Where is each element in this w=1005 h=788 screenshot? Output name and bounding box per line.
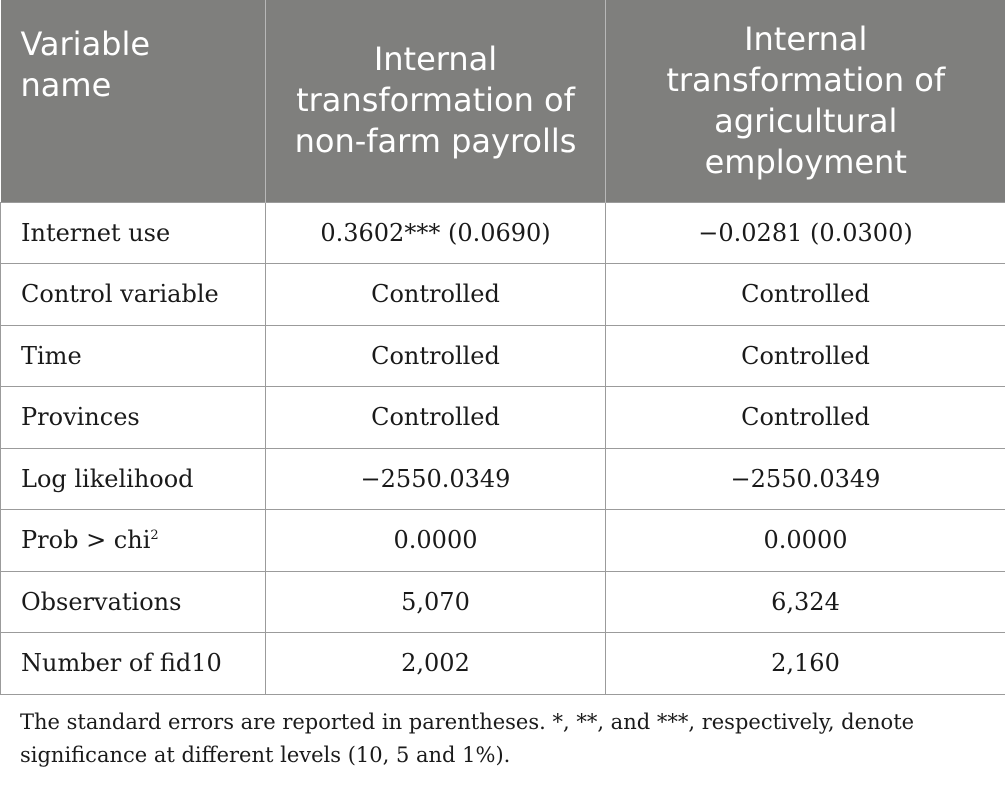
row-label: Internet use (0, 201, 266, 264)
table-row: Provinces Controlled Controlled (0, 386, 1005, 449)
cell-non-farm: 0.0000 (265, 509, 606, 572)
cell-non-farm: 0.3602*** (0.0690) (265, 201, 606, 264)
row-label: Log likelihood (0, 447, 266, 510)
cell-non-farm: Controlled (265, 386, 606, 449)
table-row: Number of fid10 2,002 2,160 (0, 632, 1005, 695)
table-row: Observations 5,070 6,324 (0, 570, 1005, 633)
cell-agricultural: 2,160 (605, 632, 1005, 695)
cell-non-farm: Controlled (265, 263, 606, 326)
cell-non-farm: 5,070 (265, 570, 606, 633)
cell-agricultural: Controlled (605, 324, 1005, 387)
cell-agricultural: Controlled (605, 263, 1005, 326)
cell-agricultural: 6,324 (605, 570, 1005, 633)
cell-agricultural: Controlled (605, 386, 1005, 449)
results-table: Variable name Internal transformation of… (0, 0, 1005, 695)
table-header: Variable name Internal transformation of… (0, 0, 1005, 202)
table-row: Log likelihood −2550.0349 −2550.0349 (0, 447, 1005, 510)
cell-agricultural: −2550.0349 (605, 447, 1005, 510)
table-body: Internet use 0.3602*** (0.0690) −0.0281 … (0, 201, 1005, 695)
header-row: Variable name Internal transformation of… (0, 0, 1005, 202)
cell-non-farm: −2550.0349 (265, 447, 606, 510)
table-row: Prob > chi2 0.0000 0.0000 (0, 509, 1005, 572)
table-row: Time Controlled Controlled (0, 324, 1005, 387)
table-row: Internet use 0.3602*** (0.0690) −0.0281 … (0, 201, 1005, 264)
superscript: 2 (150, 528, 159, 544)
header-non-farm: Internal transformation of non-farm payr… (265, 0, 606, 202)
table-footnote: The standard errors are reported in pare… (20, 710, 915, 767)
row-label: Number of fid10 (0, 632, 266, 695)
row-label: Provinces (0, 386, 266, 449)
cell-agricultural: −0.0281 (0.0300) (605, 201, 1005, 264)
cell-non-farm: Controlled (265, 324, 606, 387)
row-label-text: Prob > chi (21, 526, 151, 555)
cell-agricultural: 0.0000 (605, 509, 1005, 572)
row-label: Prob > chi2 (0, 509, 266, 572)
header-agricultural: Internal transformation of agricultural … (605, 0, 1005, 202)
cell-non-farm: 2,002 (265, 632, 606, 695)
table-row: Control variable Controlled Controlled (0, 263, 1005, 326)
row-label: Control variable (0, 263, 266, 326)
row-label: Time (0, 324, 266, 387)
header-variable-name: Variable name (0, 0, 266, 202)
row-label: Observations (0, 570, 266, 633)
